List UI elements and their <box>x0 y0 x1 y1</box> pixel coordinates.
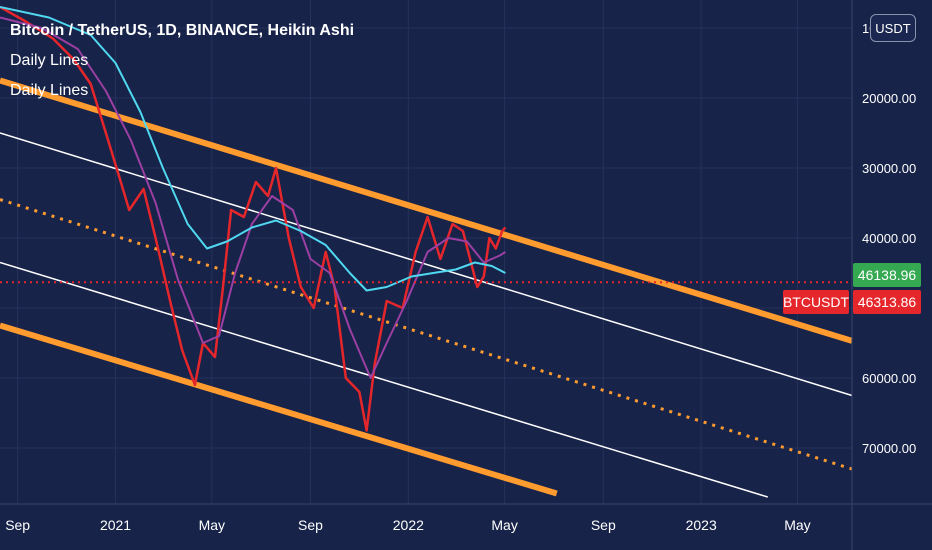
x-tick-label: Sep <box>298 517 323 533</box>
y-tick-label: 70000.00 <box>862 441 916 456</box>
cyan-ma-line <box>0 6 506 292</box>
y-tick-label: 20000.00 <box>862 91 916 106</box>
chart-title: Bitcoin / TetherUS, 1D, BINANCE, Heikin … <box>10 22 355 39</box>
study-legend-2[interactable]: Daily Lines <box>10 82 89 99</box>
x-tick-label: 2021 <box>100 517 131 533</box>
x-tick-label: May <box>199 517 225 533</box>
purple-ma-line <box>0 16 506 379</box>
x-tick-label: Sep <box>591 517 616 533</box>
moving-average-lines <box>0 5 507 432</box>
study-legend-1[interactable]: Daily Lines <box>10 52 89 69</box>
time-axis[interactable] <box>0 504 932 550</box>
trend-line-thin[interactable] <box>0 132 853 397</box>
trend-lines[interactable] <box>0 77 853 498</box>
candle-series-line <box>0 5 507 432</box>
y-tick-label: 60000.00 <box>862 371 916 386</box>
y-tick-label: 30000.00 <box>862 161 916 176</box>
symbol-label: BTCUSDT <box>783 290 849 314</box>
currency-unit-button[interactable]: USDT <box>870 14 916 42</box>
x-tick-label: May <box>784 517 810 533</box>
last-price-label: 46313.86 <box>853 290 921 314</box>
trend-line-thin[interactable] <box>0 261 768 498</box>
y-tick-label: 40000.00 <box>862 231 916 246</box>
x-tick-label: Sep <box>5 517 30 533</box>
trend-line-thick[interactable] <box>0 77 853 344</box>
x-tick-label: May <box>491 517 517 533</box>
price-axis[interactable] <box>852 0 932 504</box>
ma-value-label: 46138.96 <box>853 263 921 287</box>
trend-line-thick[interactable] <box>0 322 558 497</box>
x-tick-label: 2023 <box>686 517 717 533</box>
x-axis-labels: Sep 2021 May Sep 2022 May Sep 2023 May <box>5 517 810 533</box>
plot-area[interactable] <box>0 0 852 504</box>
x-tick-label: 2022 <box>393 517 424 533</box>
